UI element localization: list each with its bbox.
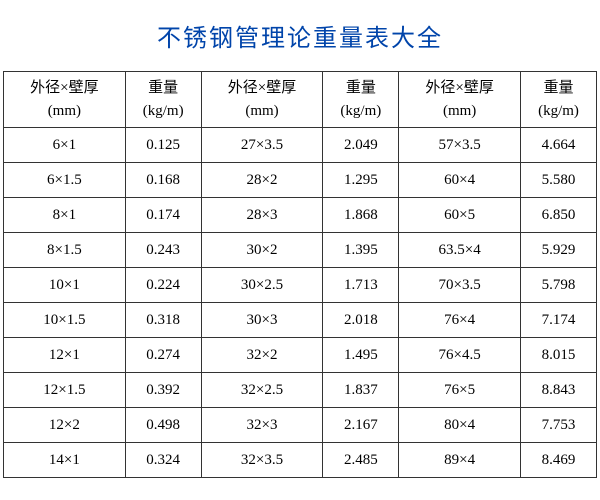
table-cell: 1.495 [323,338,399,373]
header-col-4: 重量 (kg/m) [323,72,399,128]
table-cell: 32×3 [201,408,323,443]
table-cell: 0.174 [125,198,201,233]
table-row: 12×10.27432×21.49576×4.58.015 [4,338,597,373]
table-cell: 60×5 [399,198,521,233]
table-cell: 10×1 [4,268,126,303]
table-cell: 0.324 [125,443,201,478]
table-cell: 2.485 [323,443,399,478]
table-cell: 0.243 [125,233,201,268]
header-col-4-line1: 重量 [325,77,396,100]
table-cell: 1.395 [323,233,399,268]
table-row: 10×1.50.31830×32.01876×47.174 [4,303,597,338]
table-cell: 14×1 [4,443,126,478]
table-cell: 76×4.5 [399,338,521,373]
table-cell: 5.929 [521,233,597,268]
table-cell: 70×3.5 [399,268,521,303]
table-cell: 30×3 [201,303,323,338]
table-cell: 63.5×4 [399,233,521,268]
table-cell: 10×1.5 [4,303,126,338]
table-row: 12×1.50.39232×2.51.83776×58.843 [4,373,597,408]
table-cell: 0.318 [125,303,201,338]
table-cell: 28×3 [201,198,323,233]
table-cell: 12×1.5 [4,373,126,408]
table-cell: 30×2 [201,233,323,268]
table-cell: 89×4 [399,443,521,478]
header-col-1-line2: (mm) [6,100,123,123]
table-row: 8×1.50.24330×21.39563.5×45.929 [4,233,597,268]
table-cell: 4.664 [521,128,597,163]
table-row: 12×20.49832×32.16780×47.753 [4,408,597,443]
table-cell: 2.167 [323,408,399,443]
header-col-4-line2: (kg/m) [325,100,396,123]
table-cell: 0.125 [125,128,201,163]
header-col-2-line1: 重量 [128,77,199,100]
table-cell: 27×3.5 [201,128,323,163]
table-cell: 6×1 [4,128,126,163]
table-cell: 60×4 [399,163,521,198]
table-cell: 8.843 [521,373,597,408]
table-row: 14×10.32432×3.52.48589×48.469 [4,443,597,478]
table-cell: 12×2 [4,408,126,443]
table-cell: 12×1 [4,338,126,373]
table-cell: 1.868 [323,198,399,233]
table-cell: 8×1.5 [4,233,126,268]
table-cell: 2.018 [323,303,399,338]
header-col-5: 外径×壁厚 (mm) [399,72,521,128]
table-cell: 76×5 [399,373,521,408]
table-cell: 28×2 [201,163,323,198]
table-cell: 2.049 [323,128,399,163]
table-cell: 7.174 [521,303,597,338]
table-cell: 32×3.5 [201,443,323,478]
table-cell: 8×1 [4,198,126,233]
table-cell: 6×1.5 [4,163,126,198]
table-row: 6×10.12527×3.52.04957×3.54.664 [4,128,597,163]
table-cell: 1.295 [323,163,399,198]
table-cell: 0.168 [125,163,201,198]
header-col-6-line2: (kg/m) [523,100,594,123]
header-col-2: 重量 (kg/m) [125,72,201,128]
weight-table: 外径×壁厚 (mm) 重量 (kg/m) 外径×壁厚 (mm) 重量 (kg/m… [3,71,597,478]
table-cell: 7.753 [521,408,597,443]
header-col-1: 外径×壁厚 (mm) [4,72,126,128]
table-cell: 8.469 [521,443,597,478]
table-cell: 76×4 [399,303,521,338]
header-col-5-line2: (mm) [401,100,518,123]
page-title: 不锈钢管理论重量表大全 [0,0,600,71]
table-cell: 5.798 [521,268,597,303]
table-cell: 57×3.5 [399,128,521,163]
table-row: 6×1.50.16828×21.29560×45.580 [4,163,597,198]
table-body: 6×10.12527×3.52.04957×3.54.6646×1.50.168… [4,128,597,478]
table-cell: 1.837 [323,373,399,408]
table-cell: 30×2.5 [201,268,323,303]
header-col-3-line1: 外径×壁厚 [204,77,321,100]
table-cell: 6.850 [521,198,597,233]
table-cell: 80×4 [399,408,521,443]
table-cell: 5.580 [521,163,597,198]
table-cell: 32×2.5 [201,373,323,408]
header-col-5-line1: 外径×壁厚 [401,77,518,100]
table-cell: 32×2 [201,338,323,373]
table-cell: 1.713 [323,268,399,303]
table-cell: 0.392 [125,373,201,408]
table-cell: 0.498 [125,408,201,443]
table-row: 8×10.17428×31.86860×56.850 [4,198,597,233]
table-cell: 8.015 [521,338,597,373]
header-col-6: 重量 (kg/m) [521,72,597,128]
header-col-1-line1: 外径×壁厚 [6,77,123,100]
table-row: 10×10.22430×2.51.71370×3.55.798 [4,268,597,303]
header-col-6-line1: 重量 [523,77,594,100]
table-header-row: 外径×壁厚 (mm) 重量 (kg/m) 外径×壁厚 (mm) 重量 (kg/m… [4,72,597,128]
table-cell: 0.224 [125,268,201,303]
header-col-3: 外径×壁厚 (mm) [201,72,323,128]
header-col-3-line2: (mm) [204,100,321,123]
table-cell: 0.274 [125,338,201,373]
header-col-2-line2: (kg/m) [128,100,199,123]
